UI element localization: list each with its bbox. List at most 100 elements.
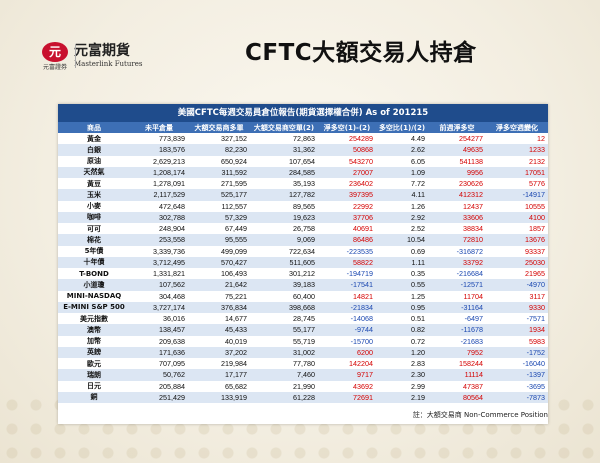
column-header: 多空比(1)/(2): [376, 122, 428, 133]
table-row: MINI-NASDAQ 304,468 75,221 60,400 14821 1.25 1…: [58, 290, 548, 302]
table-cell: 230626: [428, 178, 486, 190]
table-cell: 9330: [486, 301, 548, 313]
table-cell: 33792: [428, 256, 486, 268]
table-cell: 251,429: [130, 391, 188, 403]
table-cell: 5983: [486, 335, 548, 347]
table-cell: 14,677: [188, 313, 250, 325]
table-cell: 12: [486, 133, 548, 145]
commodity-name: 瑞朗: [58, 369, 130, 381]
table-cell: 1.11: [376, 256, 428, 268]
table-row: 天然氣 1,208,174 311,592 284,585 27007 1.09 9956 1…: [58, 166, 548, 178]
table-cell: 7,460: [250, 369, 318, 381]
table-cell: 17051: [486, 166, 548, 178]
table-cell: 525,177: [188, 189, 250, 201]
table-cell: 133,919: [188, 391, 250, 403]
table-cell: -6497: [428, 313, 486, 325]
commodity-name: MINI-NASDAQ: [58, 290, 130, 302]
table-cell: 412312: [428, 189, 486, 201]
table-cell: 67,449: [188, 223, 250, 235]
table-cell: 183,576: [130, 144, 188, 156]
table-cell: 707,095: [130, 358, 188, 370]
table-cell: 650,924: [188, 155, 250, 167]
table-row: 日元 205,884 65,682 21,990 43692 2.99 47387 -3695: [58, 380, 548, 392]
table-cell: 2.30: [376, 369, 428, 381]
table-cell: 1934: [486, 324, 548, 336]
table-cell: 171,636: [130, 346, 188, 358]
table-row: 玉米 2,117,529 525,177 127,782 397395 4.11 41231…: [58, 189, 548, 201]
logo-name-en: Masterlink Futures: [74, 60, 143, 68]
table-cell: 55,177: [250, 324, 318, 336]
table-cell: -1397: [486, 369, 548, 381]
table-cell: 2.99: [376, 380, 428, 392]
table-cell: 0.95: [376, 301, 428, 313]
table-cell: 398,668: [250, 301, 318, 313]
table-cell: 5776: [486, 178, 548, 190]
table-cell: 72691: [318, 391, 376, 403]
table-row: 澳幣 138,457 45,433 55,177 -9744 0.82 -11678 1934: [58, 324, 548, 336]
table-cell: 773,839: [130, 133, 188, 145]
table-row: 5年債 3,339,736 499,099 722,634 -223535 0.69 -31…: [58, 245, 548, 257]
table-body: 黃金 773,839 327,152 72,863 254289 4.49 254277 12…: [58, 133, 548, 403]
column-header: 商品: [58, 122, 130, 133]
table-cell: -223535: [318, 245, 376, 257]
table-cell: 47387: [428, 380, 486, 392]
table-row: 黃金 773,839 327,152 72,863 254289 4.49 254277 12: [58, 133, 548, 145]
logo-subtext: 元富證券: [42, 64, 67, 71]
commodity-name: 澳幣: [58, 324, 130, 336]
table-cell: 0.35: [376, 268, 428, 280]
commodity-name: 棉花: [58, 234, 130, 246]
table-cell: 253,558: [130, 234, 188, 246]
table-cell: 72,863: [250, 133, 318, 145]
table-cell: 2.83: [376, 358, 428, 370]
table-cell: 107,562: [130, 279, 188, 291]
table-cell: 1,278,091: [130, 178, 188, 190]
table-row: 瑞朗 50,762 17,177 7,460 9717 2.30 11114 -1397: [58, 369, 548, 381]
table-cell: 3117: [486, 290, 548, 302]
table-cell: -16040: [486, 358, 548, 370]
table-row: E-MINI S&P 500 3,727,174 376,834 398,668 -21…: [58, 301, 548, 313]
table-cell: 43692: [318, 380, 376, 392]
table-cell: 1.25: [376, 290, 428, 302]
table-cell: 38834: [428, 223, 486, 235]
table-cell: 37706: [318, 211, 376, 223]
table-cell: 2.92: [376, 211, 428, 223]
table-cell: 22992: [318, 200, 376, 212]
commodity-name: 黃金: [58, 133, 130, 145]
table-cell: 12437: [428, 200, 486, 212]
table-cell: 25030: [486, 256, 548, 268]
table-cell: 39,183: [250, 279, 318, 291]
table-cell: 10555: [486, 200, 548, 212]
column-header: 未平倉量: [130, 122, 188, 133]
commodity-name: 十年債: [58, 256, 130, 268]
table-cell: 254277: [428, 133, 486, 145]
column-header: 淨多空(1)-(2): [318, 122, 376, 133]
table-cell: 9956: [428, 166, 486, 178]
table-cell: 311,592: [188, 166, 250, 178]
table-cell: 31,002: [250, 346, 318, 358]
table-cell: 4.11: [376, 189, 428, 201]
table-cell: 1233: [486, 144, 548, 156]
table-cell: 0.69: [376, 245, 428, 257]
column-header: 大額交易商多單: [188, 122, 250, 133]
table-cell: -12571: [428, 279, 486, 291]
table-cell: 17,177: [188, 369, 250, 381]
table-cell: 9,069: [250, 234, 318, 246]
table-row: 十年債 3,712,495 570,427 511,605 58822 1.11 33792…: [58, 256, 548, 268]
page-title: CFTC大額交易人持倉: [245, 40, 477, 66]
commodity-name: 5年債: [58, 245, 130, 257]
table-cell: 327,152: [188, 133, 250, 145]
table-cell: 31,362: [250, 144, 318, 156]
table-cell: 21,642: [188, 279, 250, 291]
table-cell: 1,208,174: [130, 166, 188, 178]
table-cell: 40,019: [188, 335, 250, 347]
table-cell: 77,780: [250, 358, 318, 370]
commodity-name: E-MINI S&P 500: [58, 301, 130, 313]
table-cell: -21834: [318, 301, 376, 313]
table-cell: 219,984: [188, 358, 250, 370]
table-cell: 472,648: [130, 200, 188, 212]
table-cell: 2,117,529: [130, 189, 188, 201]
table-cell: 209,638: [130, 335, 188, 347]
table-row: 英鎊 171,636 37,202 31,002 6200 1.20 7952 -1752: [58, 346, 548, 358]
table-cell: 1.26: [376, 200, 428, 212]
table-cell: -316872: [428, 245, 486, 257]
